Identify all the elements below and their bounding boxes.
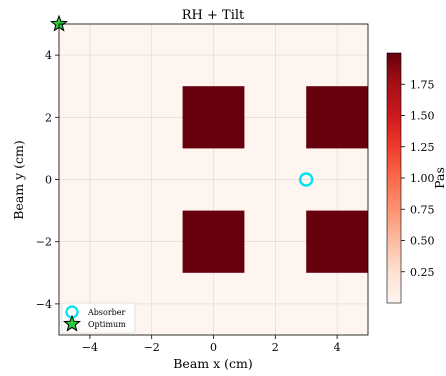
heatmap-region [182,86,245,149]
x-tick-label: 0 [210,341,217,354]
heatmap-region [306,86,368,149]
colorbar-tick-label: 0.50 [410,235,435,248]
x-tick-label: 4 [334,341,341,354]
legend-box [61,302,136,334]
y-tick-label: 0 [45,174,52,187]
absorber-marker [299,172,314,187]
colorbar-label: Pas [432,167,446,189]
y-tick-label: 2 [45,111,52,124]
x-tick-label: 2 [272,341,279,354]
legend-optimum-marker [63,314,81,332]
colorbar-tick-label: 1.00 [410,172,435,185]
colorbar-tick-label: 1.50 [410,110,435,123]
colorbar-ticks: 0.25 0.50 0.75 1.00 1.25 1.50 1.75 [401,78,435,279]
legend-optimum-label: Optimum [88,320,126,329]
y-tick-label: −2 [36,236,52,249]
x-axis-label: Beam x (cm) [173,356,253,371]
colorbar: 0.25 0.50 0.75 1.00 1.25 1.50 1.75 Pas [386,52,446,304]
x-axis: −4 −2 0 2 4 [82,335,341,354]
plot-area [50,14,369,336]
y-axis: −4 −2 0 2 4 [36,49,59,311]
x-tick-label: −4 [82,341,98,354]
legend: Absorber Optimum [61,302,136,334]
chart-title: RH + Tilt [182,8,245,23]
y-axis-label: Beam y (cm) [11,140,26,220]
heatmap-regions [182,86,368,273]
colorbar-gradient [386,52,402,304]
y-tick-label: 4 [45,49,52,62]
colorbar-tick-label: 0.25 [410,266,435,279]
y-tick-label: −4 [36,298,52,311]
heatmap-region [306,210,368,273]
colorbar-tick-label: 1.75 [410,78,435,91]
heatmap-region [182,210,245,273]
x-tick-label: −2 [144,341,160,354]
colorbar-tick-label: 0.75 [410,203,435,216]
legend-absorber-label: Absorber [87,308,126,317]
colorbar-tick-label: 1.25 [410,141,435,154]
